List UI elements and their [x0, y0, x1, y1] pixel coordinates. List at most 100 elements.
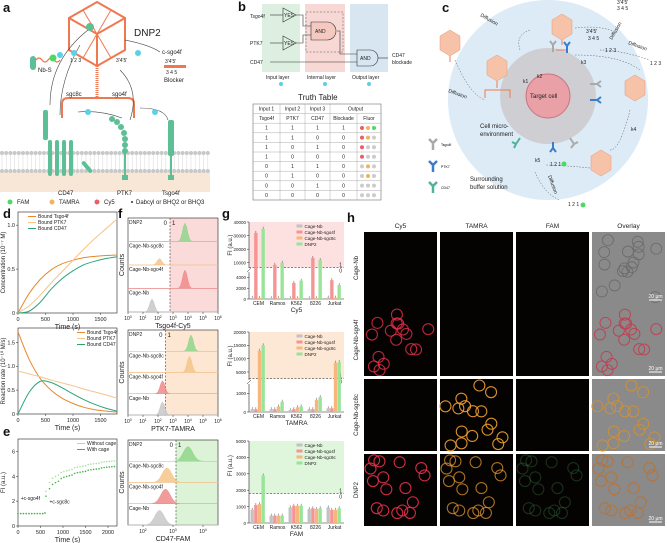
threshold-label: 0: [339, 269, 342, 275]
cell-ring: [364, 462, 377, 475]
y-tick-label: 10000: [233, 261, 246, 266]
cell-ring: [449, 455, 462, 468]
receptor-label-ptk7: PTK7: [117, 191, 133, 197]
tick-exponent: 2: [160, 315, 162, 319]
table-row: 0 1 1 0: [265, 164, 376, 170]
y-tick-label: 2000: [236, 286, 247, 291]
category-label: K562: [291, 301, 303, 307]
cell-ring: [621, 456, 634, 469]
y-tick-label: 4: [12, 474, 15, 480]
bar-cage-nb-sgc8c-jurkat: [333, 297, 338, 299]
row-label: Cage-Nb-sgo4f: [354, 319, 360, 360]
cell-ring: [558, 496, 571, 509]
y-tick-label: 0: [12, 524, 15, 530]
strand-label: 1 2 3: [605, 48, 616, 54]
lipid-head: [180, 151, 185, 155]
legend-label: CD47: [441, 186, 450, 190]
lipid-head: [100, 151, 105, 155]
legend-label: Cage-Nb: [305, 334, 324, 339]
y-tick-label: 2000: [236, 488, 247, 493]
micrograph-dnp2-overlay: 20 μm: [592, 454, 665, 526]
y-tick-label: 5000: [236, 439, 247, 444]
image-background: [364, 232, 437, 304]
category-label: K562: [291, 414, 303, 420]
table-header: PTK7: [286, 116, 299, 122]
lipid-head: [180, 169, 185, 173]
x-axis-label: TAMRA: [285, 420, 308, 427]
legend-label: Bound PTK7: [87, 336, 116, 342]
cell-ring: [650, 323, 663, 336]
tick-exponent: 1: [145, 315, 147, 319]
lipid-head: [147, 151, 151, 155]
bar-cage-nb-sgo4f-k562: [292, 505, 296, 523]
cell-ring: [390, 308, 403, 321]
cell-ring: [473, 379, 486, 392]
legend-label: Cage-Nb-sgc8c: [305, 236, 337, 241]
nanobody-icon: [86, 23, 94, 31]
data-point: [79, 465, 81, 468]
x-tick-label: 101: [139, 418, 147, 425]
cell-ring: [459, 400, 472, 413]
lipid-head: [163, 151, 168, 155]
legend-label: Without cage: [87, 441, 116, 447]
gate-label: YES: [284, 41, 295, 47]
table-cell: 0: [342, 145, 345, 151]
y-tick-label: 3000: [236, 472, 247, 477]
y-axis-label: Counts: [119, 471, 126, 494]
series-line-bound-cd47: [17, 256, 118, 314]
bar-cage-nb-k562: [288, 507, 292, 523]
cell-outline: [632, 240, 645, 253]
data-point: [48, 487, 51, 490]
y-axis-label: Reaction rate (10⁻¹⁰ M/s): [0, 338, 7, 405]
annotation-label: +c-sgc8c: [50, 500, 71, 506]
cell-ring: [601, 455, 614, 468]
table-cell: 0: [342, 174, 345, 180]
bar-cage-nb-ramos: [269, 409, 273, 412]
data-point: [17, 512, 19, 515]
strand-label: 1 2 3: [650, 61, 661, 67]
y-tick-label: 1000: [236, 391, 247, 396]
bar-cage-nb-sgc8c-8226: [314, 509, 319, 523]
gate-label: YES: [284, 13, 295, 19]
lipid-head: [79, 169, 84, 173]
lipid-head: [138, 169, 143, 173]
bar-cage-nb-sgc8c-k562: [295, 298, 300, 299]
data-point: [84, 470, 87, 473]
bar-cage-nb-cem: [250, 297, 254, 299]
bar-cage-nb-sgo4f-cem: [254, 232, 258, 299]
legend-label: TAMRA: [59, 200, 80, 206]
micrograph-cage-nb-sgo4f-fam: [516, 304, 589, 376]
micrograph-dnp2-tamra: [440, 454, 513, 526]
panel-label-c: c: [442, 0, 449, 15]
data-point: [103, 466, 105, 469]
lipid-head: [159, 169, 164, 173]
data-point: [48, 481, 51, 484]
data-point: [65, 469, 68, 472]
dye-legend: FAM TAMRA Cy5 Dabcyl or BHQ2 or BHQ3: [7, 199, 205, 206]
panel-label-h: h: [347, 210, 355, 225]
strand-label: 1 2 3: [70, 58, 81, 64]
legend-label: Cage-Nb-sgo4f: [305, 340, 336, 345]
image-background: [516, 232, 589, 304]
fluor-dot: [366, 145, 370, 150]
cell-ring: [446, 502, 459, 515]
legend-label: Cage-Nb-sgo4f: [305, 449, 336, 454]
x-tick-label: 106: [214, 315, 222, 322]
dna-cage-icon: [61, 0, 135, 118]
cell-ring: [555, 506, 568, 519]
fluor-dot: [372, 164, 376, 169]
cell-ring: [605, 471, 618, 484]
x-tick-label: 1500: [79, 530, 91, 536]
tick-exponent: 6: [220, 315, 222, 319]
cell-outline: [595, 285, 608, 298]
data-point: [60, 477, 62, 480]
sample-label: DNP2: [129, 332, 143, 338]
rate-label: k5: [535, 158, 541, 164]
tick-exponent: 2: [145, 528, 147, 532]
x-tick-label: 103: [169, 528, 177, 535]
bar-dnp2-ramos: [280, 262, 284, 299]
legend-swatch: [296, 443, 303, 447]
strand-label: 3'4'5': [586, 29, 597, 35]
table-cell: 0: [265, 174, 268, 180]
bar-dnp2-k562: [299, 406, 303, 412]
